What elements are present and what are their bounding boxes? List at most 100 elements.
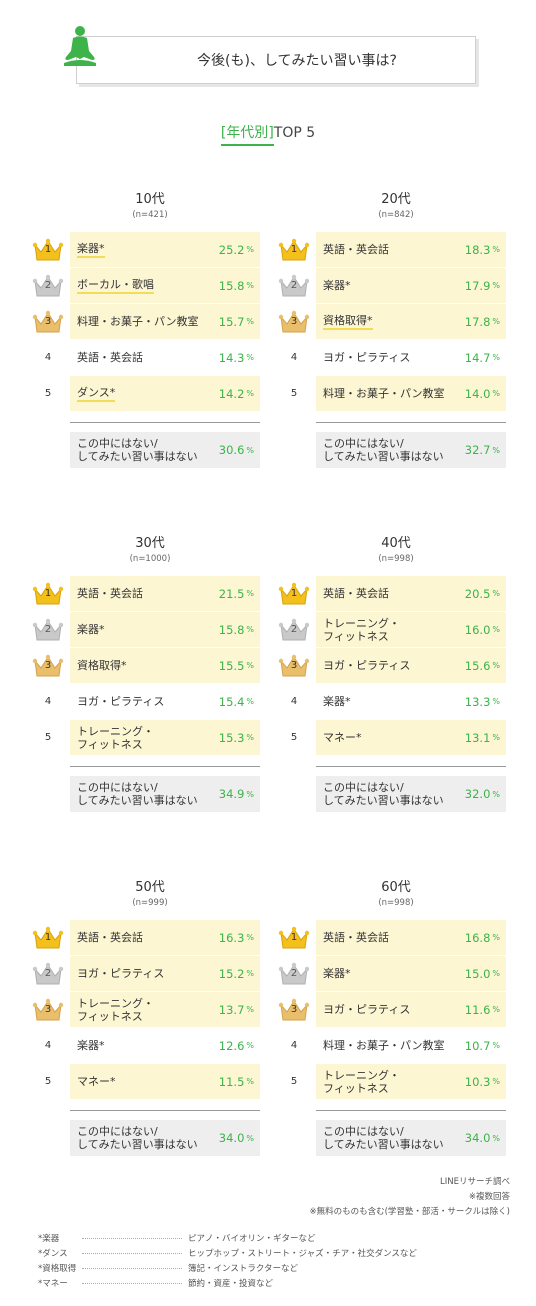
none-label-line1: この中にはない/	[323, 781, 404, 794]
item-label: 楽器*	[77, 623, 105, 636]
rank-row: 5 マネー* 11.5%	[30, 1064, 270, 1099]
rank-number: 4	[290, 696, 298, 707]
bronze-crown-icon: 3	[276, 648, 312, 683]
rank-cell: トレーニング・ フィットネス 13.7%	[70, 992, 260, 1027]
rank-cell: 資格取得* 15.5%	[70, 648, 260, 683]
bronze-crown-icon: 3	[276, 304, 312, 339]
rank-row: 2 楽器* 15.8%	[30, 612, 270, 647]
percent-unit: %	[246, 733, 254, 742]
rank-cell: マネー* 13.1%	[316, 720, 506, 755]
item-label: 資格取得*	[323, 314, 373, 330]
free-note-label: ※無料のものも含む(学習塾・部活・サークルは除く)	[309, 1207, 510, 1217]
item-value: 15.7	[218, 314, 245, 329]
item-value: 16.0	[464, 622, 491, 637]
item-value: 11.6	[464, 1002, 491, 1017]
rank-cell: ヨガ・ピラティス 15.6%	[316, 648, 506, 683]
percent-unit: %	[246, 969, 254, 978]
source-label: LINEリサーチ調べ	[440, 1177, 510, 1187]
item-value: 15.6	[464, 658, 491, 673]
rank-row: 2 楽器* 15.0%	[276, 956, 516, 991]
rank-number: 3	[44, 1004, 52, 1015]
rank-row: 2 ヨガ・ピラティス 15.2%	[30, 956, 270, 991]
divider	[316, 766, 506, 767]
item-label: 英語・英会話	[323, 243, 389, 256]
item-label: マネー*	[77, 1075, 116, 1088]
percent-unit: %	[492, 245, 500, 254]
percent-unit: %	[246, 389, 254, 398]
rank-row: 5 料理・お菓子・パン教室 14.0%	[276, 376, 516, 411]
none-value: 34.0	[218, 1131, 245, 1145]
gold-crown-icon: 1	[30, 920, 66, 955]
rank-number: 5	[44, 388, 52, 399]
rank-row: 3 料理・お菓子・パン教室 15.7%	[30, 304, 270, 339]
age-panel: 20代 (n=842) 1 英語・英会話 18.3% 2 楽器* 17.9% 3 資格取得* 17.…	[276, 188, 516, 468]
age-panel: 10代 (n=421) 1 楽器* 25.2% 2 ボーカル・歌唱 15.8% 3 料理・お菓子・…	[30, 188, 270, 468]
rank-cell: 楽器* 25.2%	[70, 232, 260, 267]
rank-row: 1 英語・英会話 16.3%	[30, 920, 270, 955]
rank-row: 5 ダンス* 14.2%	[30, 376, 270, 411]
percent-unit: %	[246, 1041, 254, 1050]
age-label: 40代	[381, 536, 411, 551]
item-value: 14.2	[218, 386, 245, 401]
rank-number: 2	[44, 280, 52, 291]
none-label-line2: してみたい習い事はない	[77, 450, 198, 463]
rank-row: 4 ヨガ・ピラティス 14.7%	[276, 340, 516, 375]
rank-number: 1	[290, 244, 298, 255]
percent-unit: %	[492, 589, 500, 598]
rank-cell: 英語・英会話 18.3%	[316, 232, 506, 267]
item-label: 英語・英会話	[77, 587, 143, 600]
rank-cell: ヨガ・ピラティス 11.6%	[316, 992, 506, 1027]
age-label: 10代	[135, 192, 165, 207]
none-label-line2: してみたい習い事はない	[323, 794, 444, 807]
none-label-line2: してみたい習い事はない	[323, 450, 444, 463]
rank-row: 3 トレーニング・ フィットネス 13.7%	[30, 992, 270, 1027]
multi-answer-label: ※複数回答	[468, 1192, 510, 1202]
item-label: 楽器*	[323, 279, 351, 292]
age-panel: 50代 (n=999) 1 英語・英会話 16.3% 2 ヨガ・ピラティス 15.2% 3 トレー…	[30, 876, 270, 1156]
rank-row: 4 英語・英会話 14.3%	[30, 340, 270, 375]
item-value: 15.3	[218, 730, 245, 745]
rank-number: 1	[290, 588, 298, 599]
percent-unit: %	[492, 733, 500, 742]
rank-row: 3 資格取得* 17.8%	[276, 304, 516, 339]
item-value: 13.7	[218, 1002, 245, 1017]
item-label: 英語・英会話	[323, 931, 389, 944]
item-label: ヨガ・ピラティス	[77, 967, 165, 980]
percent-unit: %	[492, 317, 500, 326]
percent-unit: %	[492, 789, 500, 799]
percent-unit: %	[492, 281, 500, 290]
divider	[70, 766, 260, 767]
item-value: 15.4	[218, 694, 245, 709]
bronze-crown-icon: 3	[30, 648, 66, 683]
rank-cell: ヨガ・ピラティス 15.4%	[70, 684, 260, 719]
divider	[316, 1110, 506, 1111]
silver-crown-icon: 2	[30, 612, 66, 647]
divider	[316, 422, 506, 423]
item-value: 14.3	[218, 350, 245, 365]
rank-number: 4	[44, 696, 52, 707]
note-row: *ダンス ヒップホップ・ストリート・ジャズ・チア・社交ダンスなど	[38, 1249, 417, 1259]
none-label-line1: この中にはない/	[77, 781, 158, 794]
percent-unit: %	[246, 281, 254, 290]
item-label: トレーニング・ フィットネス	[323, 616, 400, 643]
rank-number: 5	[290, 732, 298, 743]
item-value: 16.8	[464, 930, 491, 945]
rank-number: 2	[290, 280, 298, 291]
rank-cell: 料理・お菓子・パン教室 15.7%	[70, 304, 260, 339]
rank-row: 1 楽器* 25.2%	[30, 232, 270, 267]
gold-crown-icon: 1	[276, 920, 312, 955]
item-label: 楽器*	[77, 242, 105, 258]
item-label: 楽器*	[323, 967, 351, 980]
age-panel: 30代 (n=1000) 1 英語・英会話 21.5% 2 楽器* 15.8% 3 資格取得* 15…	[30, 532, 270, 812]
sample-size-label: (n=421)	[132, 210, 168, 220]
rank-number: 1	[290, 932, 298, 943]
gold-crown-icon: 1	[30, 232, 66, 267]
rank-row: 1 英語・英会話 16.8%	[276, 920, 516, 955]
rank-cell: 楽器* 15.0%	[316, 956, 506, 991]
item-value: 15.5	[218, 658, 245, 673]
silver-crown-icon: 2	[276, 268, 312, 303]
rank-number: 2	[290, 968, 298, 979]
rank-number: 3	[290, 316, 298, 327]
none-row: この中にはない/してみたい習い事はない 34.0%	[70, 1120, 260, 1156]
item-label: 英語・英会話	[77, 351, 143, 364]
